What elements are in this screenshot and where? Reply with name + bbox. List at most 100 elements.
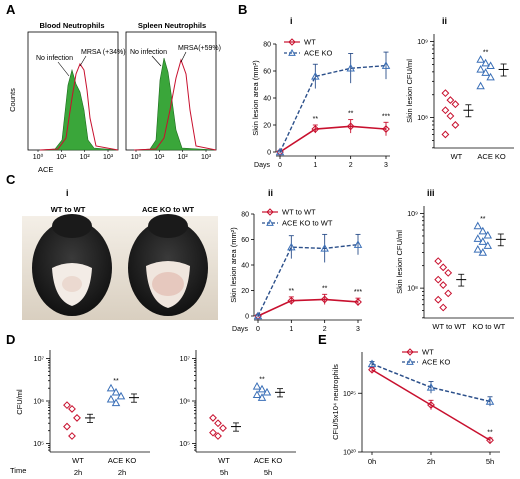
hist-tick-label: 10³ [201, 154, 212, 161]
panel-a-xlabel: ACE [38, 165, 53, 174]
series-line-0 [257, 298, 359, 317]
scatter-point-wt [73, 414, 81, 422]
x-tick-label: ACE KO [254, 456, 283, 465]
time-label: 5h [264, 468, 272, 477]
blood-title: Blood Neutrophils [40, 21, 105, 30]
legend-marker [406, 357, 414, 365]
significance-mark: ** [480, 216, 486, 223]
scatter-point-ko [473, 221, 483, 230]
hist-tick-label: 10³ [103, 154, 114, 161]
scatter-point-ko [483, 230, 493, 239]
data-point-wt [346, 122, 355, 131]
series-line-0 [279, 125, 387, 153]
scatter-point-wt [439, 281, 448, 289]
hist-tick-label: 10⁰ [33, 153, 44, 161]
significance-mark: ** [259, 376, 265, 383]
panel-b-sub-i: i [290, 16, 293, 26]
significance-mark: ** [487, 429, 493, 436]
data-point-wt [320, 295, 329, 304]
scatter-point-ko [111, 387, 121, 396]
scatter-point-ko [476, 65, 485, 73]
y-tick-label: 10²⁰ [343, 449, 356, 457]
time-label: 2h [118, 468, 126, 477]
x-axis-label: Days [254, 162, 270, 169]
scatter-point-ko [252, 382, 262, 390]
y-tick-label: 80 [241, 212, 249, 219]
scatter-point-wt [68, 432, 76, 440]
blood-ann-mrsa: MRSA (+34%) [81, 49, 126, 56]
x-tick-label: WT [72, 456, 84, 465]
panel-c-sub-i: i [66, 188, 69, 198]
mouse-ko-to-wt [128, 214, 208, 316]
scatter-point-wt [439, 263, 448, 272]
x-tick-label: 5h [486, 457, 494, 466]
data-point-wt [287, 296, 296, 305]
y-tick-label: 10⁵ [179, 441, 190, 448]
x-tick-label: KO to WT [472, 322, 505, 331]
x-tick-label: 0 [278, 162, 282, 169]
panel-letter-c: C [6, 172, 16, 187]
y-tick-label: 10⁶ [33, 399, 44, 406]
data-point-ko [287, 242, 296, 251]
scatter-point-wt [214, 419, 222, 428]
significance-mark: ** [113, 378, 119, 385]
y-tick-label: 80 [263, 42, 271, 49]
hist-tick-label: 10² [178, 154, 189, 161]
histogram-spleen: Spleen Neutrophils No infection MRSA(+59… [125, 21, 221, 161]
scatter-point-wt [451, 100, 460, 109]
legend-label: WT [422, 348, 434, 357]
scatter-point-ko [478, 248, 488, 256]
spleen-ann-noinfection: No infection [130, 49, 167, 56]
y-axis-label: Skin lesion area (mm²) [229, 227, 238, 303]
time-label: 2h [74, 468, 82, 477]
x-tick-label: 2h [427, 457, 435, 466]
photo-label-ko-to-wt: ACE KO to WT [142, 205, 194, 214]
scatter-point-ko [481, 58, 490, 67]
significance-mark: ** [322, 285, 328, 292]
legend-label: ACE KO [304, 49, 333, 58]
x-tick-label: 2 [349, 162, 353, 169]
scatter-point-wt [446, 112, 455, 120]
scatter-point-ko [476, 55, 485, 63]
y-tick-label: 20 [241, 288, 249, 295]
y-tick-label: 10⁹ [417, 39, 428, 46]
scatter-point-ko [257, 393, 267, 401]
histogram-blood: Blood Neutrophils No infection MRSA (+34… [27, 21, 126, 161]
scatter-point-wt [219, 424, 227, 433]
legend-label: WT [304, 38, 316, 47]
hist-tick-label: 10² [80, 154, 91, 161]
significance-mark: *** [382, 113, 390, 120]
x-tick-label: ACE KO [108, 456, 137, 465]
x-tick-label: 3 [384, 162, 388, 169]
data-point-wt [427, 401, 435, 409]
scatter-point-ko [478, 226, 488, 235]
scatter-point-wt [434, 295, 443, 304]
scatter-point-wt [63, 401, 71, 410]
scatter-point-wt [439, 303, 448, 312]
y-tick-label: 40 [263, 96, 271, 103]
data-point-ko [320, 243, 329, 252]
legend-marker [406, 348, 414, 356]
panel-a: A Counts ACE Blood Neutrophils No infect… [6, 2, 221, 174]
scatter-point-ko [478, 237, 488, 245]
panel-c-sub-ii: ii [268, 188, 273, 198]
photo-label-wt-to-wt: WT to WT [51, 205, 86, 214]
scatter-point-ko [476, 81, 485, 90]
scatter-point-ko [106, 394, 116, 403]
scatter-point-ko [252, 390, 262, 399]
legend-label: ACE KO [422, 358, 451, 367]
scatter-point-wt [446, 96, 455, 104]
scatter-point-ko [473, 244, 483, 253]
hist-tick-label: 10¹ [154, 154, 165, 161]
data-point-ko [367, 359, 377, 368]
y-tick-label: 60 [263, 69, 271, 76]
data-point-ko [253, 311, 263, 320]
x-tick-label: 1 [289, 326, 293, 333]
scatter-point-wt [214, 432, 222, 440]
scatter-point-ko [116, 391, 126, 400]
x-tick-label: 0 [256, 326, 260, 333]
hist-tick-label: 10⁰ [131, 153, 142, 161]
time-label: 5h [220, 468, 228, 477]
x-tick-label: ACE KO [477, 152, 506, 161]
